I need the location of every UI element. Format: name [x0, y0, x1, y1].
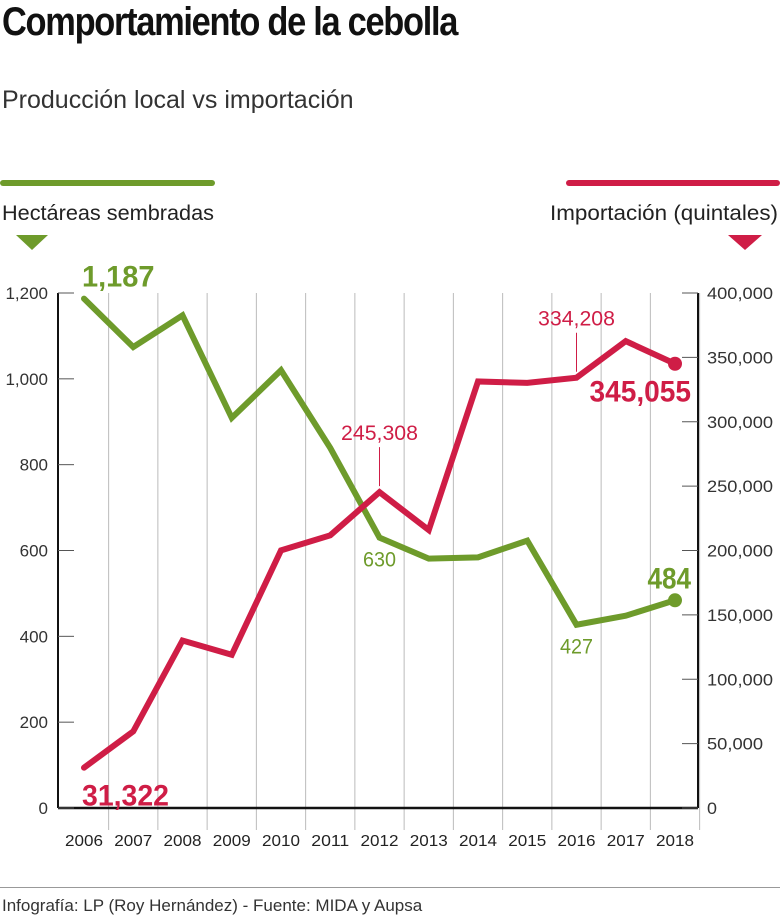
chart: Hectáreas sembradas Importación (quintale… [0, 180, 780, 850]
left-tick-label: 600 [20, 542, 48, 561]
chart-title: Comportamiento de la cebolla [2, 0, 458, 44]
left-tick-label: 800 [20, 456, 48, 475]
left-tick-label: 0 [39, 799, 48, 818]
legend-right-bar [566, 180, 780, 186]
data-label: 345,055 [590, 376, 692, 409]
left-tick-label: 200 [20, 713, 48, 732]
series-line-importacion [81, 337, 678, 771]
data-label: 31,322 [82, 780, 169, 813]
x-tick-label: 2018 [656, 833, 694, 850]
legend-left-bar [0, 180, 215, 186]
x-tick-label: 2015 [508, 833, 546, 850]
right-tick-label: 300,000 [707, 413, 773, 432]
x-tick-label: 2009 [213, 833, 251, 850]
legend-left-label: Hectáreas sembradas [2, 202, 214, 225]
left-tick-label: 400 [20, 627, 48, 646]
right-tick-label: 0 [707, 799, 717, 818]
legend-right-label: Importación (quintales) [550, 202, 778, 225]
x-tick-label: 2010 [262, 833, 300, 850]
data-point [668, 593, 682, 608]
x-tick-label: 2008 [164, 833, 202, 850]
data-label: 427 [560, 636, 593, 659]
data-label: 484 [648, 562, 692, 595]
chart-subtitle: Producción local vs importación [2, 86, 354, 114]
series-line-hectareas [81, 295, 678, 629]
x-tick-label: 2013 [410, 833, 448, 850]
x-tick-label: 2017 [607, 833, 645, 850]
x-tick-label: 2011 [311, 833, 349, 850]
x-tick-label: 2012 [361, 833, 399, 850]
x-tick-label: 2006 [65, 833, 103, 850]
data-label: 334,208 [538, 308, 615, 331]
data-label: 630 [363, 549, 396, 572]
right-tick-label: 100,000 [707, 670, 773, 689]
right-tick-label: 400,000 [707, 284, 773, 303]
x-tick-label: 2007 [114, 833, 152, 850]
legend-left-triangle-icon [16, 235, 48, 250]
x-tick-label: 2016 [558, 833, 596, 850]
right-tick-label: 250,000 [707, 477, 773, 496]
right-tick-label: 150,000 [707, 606, 773, 625]
data-label: 245,308 [341, 422, 418, 445]
footer-divider [0, 887, 780, 888]
right-tick-label: 200,000 [707, 542, 773, 561]
left-tick-label: 1,000 [5, 370, 48, 389]
legend-right-triangle-icon [728, 235, 762, 250]
data-point [668, 356, 682, 371]
right-tick-label: 350,000 [707, 348, 773, 367]
data-label: 1,187 [82, 261, 155, 294]
right-tick-label: 50,000 [707, 735, 763, 754]
footer-credit: Infografía: LP (Roy Hernández) - Fuente:… [2, 896, 423, 915]
left-tick-label: 1,200 [5, 284, 48, 303]
x-tick-label: 2014 [459, 833, 497, 850]
